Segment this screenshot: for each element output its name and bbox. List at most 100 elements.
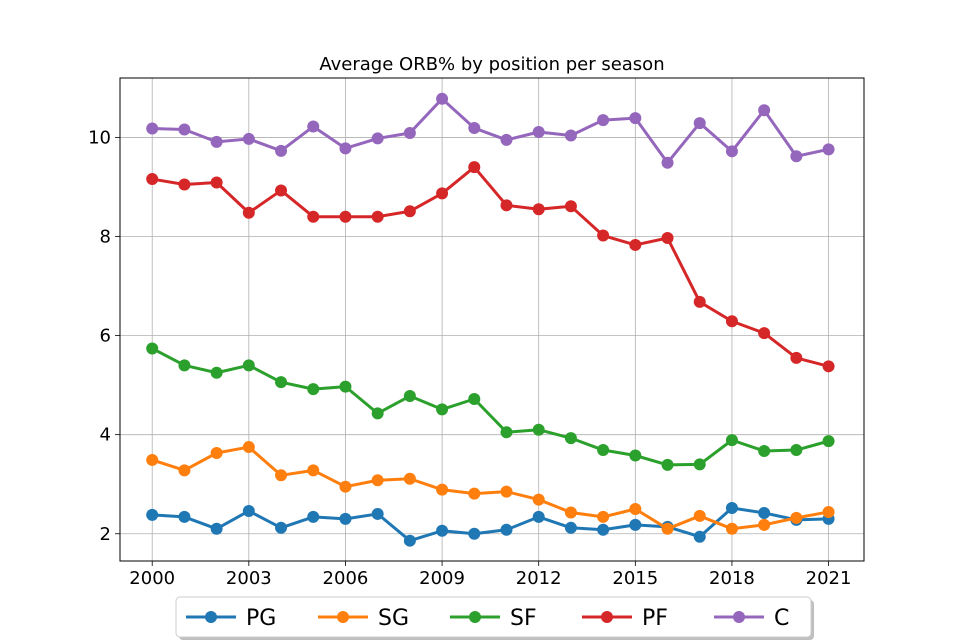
- legend-marker: [601, 611, 613, 623]
- x-tick-label: 2015: [612, 568, 658, 589]
- x-tick-label: 2006: [323, 568, 369, 589]
- data-point: [275, 521, 288, 534]
- series-line: [151, 445, 829, 531]
- data-point: [339, 512, 352, 525]
- legend-marker: [733, 611, 745, 623]
- y-tick-label: 4: [100, 425, 111, 446]
- x-tick-label: 2000: [129, 568, 175, 589]
- data-point: [242, 441, 255, 454]
- data-point: [210, 366, 223, 379]
- series-group: [146, 92, 835, 547]
- data-point: [178, 178, 191, 191]
- data-point: [629, 502, 642, 515]
- data-point: [629, 238, 642, 251]
- data-point: [339, 380, 352, 393]
- data-point: [564, 129, 577, 142]
- data-point: [436, 92, 449, 105]
- data-point: [532, 423, 545, 436]
- data-point: [146, 453, 159, 466]
- x-tick-label: 2009: [419, 568, 465, 589]
- data-point: [725, 145, 738, 158]
- data-point: [532, 125, 545, 138]
- data-point: [371, 132, 384, 145]
- data-point: [597, 444, 610, 457]
- data-point: [468, 527, 481, 540]
- data-point: [210, 447, 223, 460]
- data-point: [339, 210, 352, 223]
- data-point: [500, 133, 513, 146]
- data-point: [790, 444, 803, 457]
- data-point: [210, 522, 223, 535]
- data-point: [661, 458, 674, 471]
- data-point: [500, 426, 513, 439]
- data-point: [403, 534, 416, 547]
- series-sg: [146, 441, 835, 535]
- plot-frame: [119, 77, 865, 562]
- x-tick-label: 2021: [806, 568, 852, 589]
- data-point: [597, 114, 610, 127]
- data-point: [307, 120, 320, 133]
- data-point: [146, 508, 159, 521]
- data-point: [693, 530, 706, 543]
- data-point: [629, 449, 642, 462]
- data-point: [146, 173, 159, 186]
- data-point: [758, 518, 771, 531]
- data-point: [242, 206, 255, 219]
- y-tick-label: 2: [100, 524, 111, 545]
- series-line: [151, 165, 829, 368]
- data-point: [403, 126, 416, 139]
- x-tick-label: 2012: [516, 568, 562, 589]
- data-point: [725, 434, 738, 447]
- data-point: [403, 472, 416, 485]
- data-point: [242, 359, 255, 372]
- data-point: [693, 117, 706, 130]
- data-point: [371, 407, 384, 420]
- legend: PG SG SF PF C: [175, 596, 814, 640]
- data-point: [371, 474, 384, 487]
- data-point: [339, 142, 352, 155]
- data-point: [564, 521, 577, 534]
- data-point: [693, 509, 706, 522]
- data-point: [468, 487, 481, 500]
- x-tick-label: 2003: [226, 568, 272, 589]
- data-point: [693, 295, 706, 308]
- legend-label: SG: [378, 606, 409, 631]
- legend-label: SF: [510, 606, 537, 631]
- data-point: [564, 506, 577, 519]
- legend-label: C: [774, 606, 789, 631]
- data-point: [500, 523, 513, 536]
- series-line: [152, 97, 829, 165]
- data-point: [178, 464, 191, 477]
- data-point: [725, 501, 738, 514]
- data-point: [725, 315, 738, 328]
- data-point: [790, 511, 803, 524]
- axes: 2000 2003 2006 2009 2012 2015 2018 2021 2 4 6 8 10: [88, 77, 865, 589]
- data-point: [436, 524, 449, 537]
- data-point: [468, 122, 481, 135]
- data-point: [468, 393, 481, 406]
- data-point: [242, 132, 255, 145]
- data-point: [532, 510, 545, 523]
- data-point: [758, 445, 771, 458]
- data-point: [564, 200, 577, 213]
- data-point: [307, 210, 320, 223]
- data-point: [403, 205, 416, 218]
- data-point: [597, 229, 610, 242]
- data-point: [758, 104, 771, 117]
- data-point: [790, 150, 803, 163]
- data-point: [146, 122, 159, 135]
- grid-lines: [120, 78, 864, 561]
- legend-marker: [337, 611, 349, 623]
- data-point: [146, 342, 159, 355]
- data-point: [307, 510, 320, 523]
- series-line: [151, 347, 829, 467]
- data-point: [597, 510, 610, 523]
- data-point: [758, 327, 771, 340]
- y-tick-label: 6: [100, 326, 111, 347]
- data-point: [822, 505, 835, 518]
- y-tick-label: 10: [88, 127, 111, 148]
- data-point: [178, 510, 191, 523]
- legend-marker: [469, 611, 481, 623]
- data-point: [629, 518, 642, 531]
